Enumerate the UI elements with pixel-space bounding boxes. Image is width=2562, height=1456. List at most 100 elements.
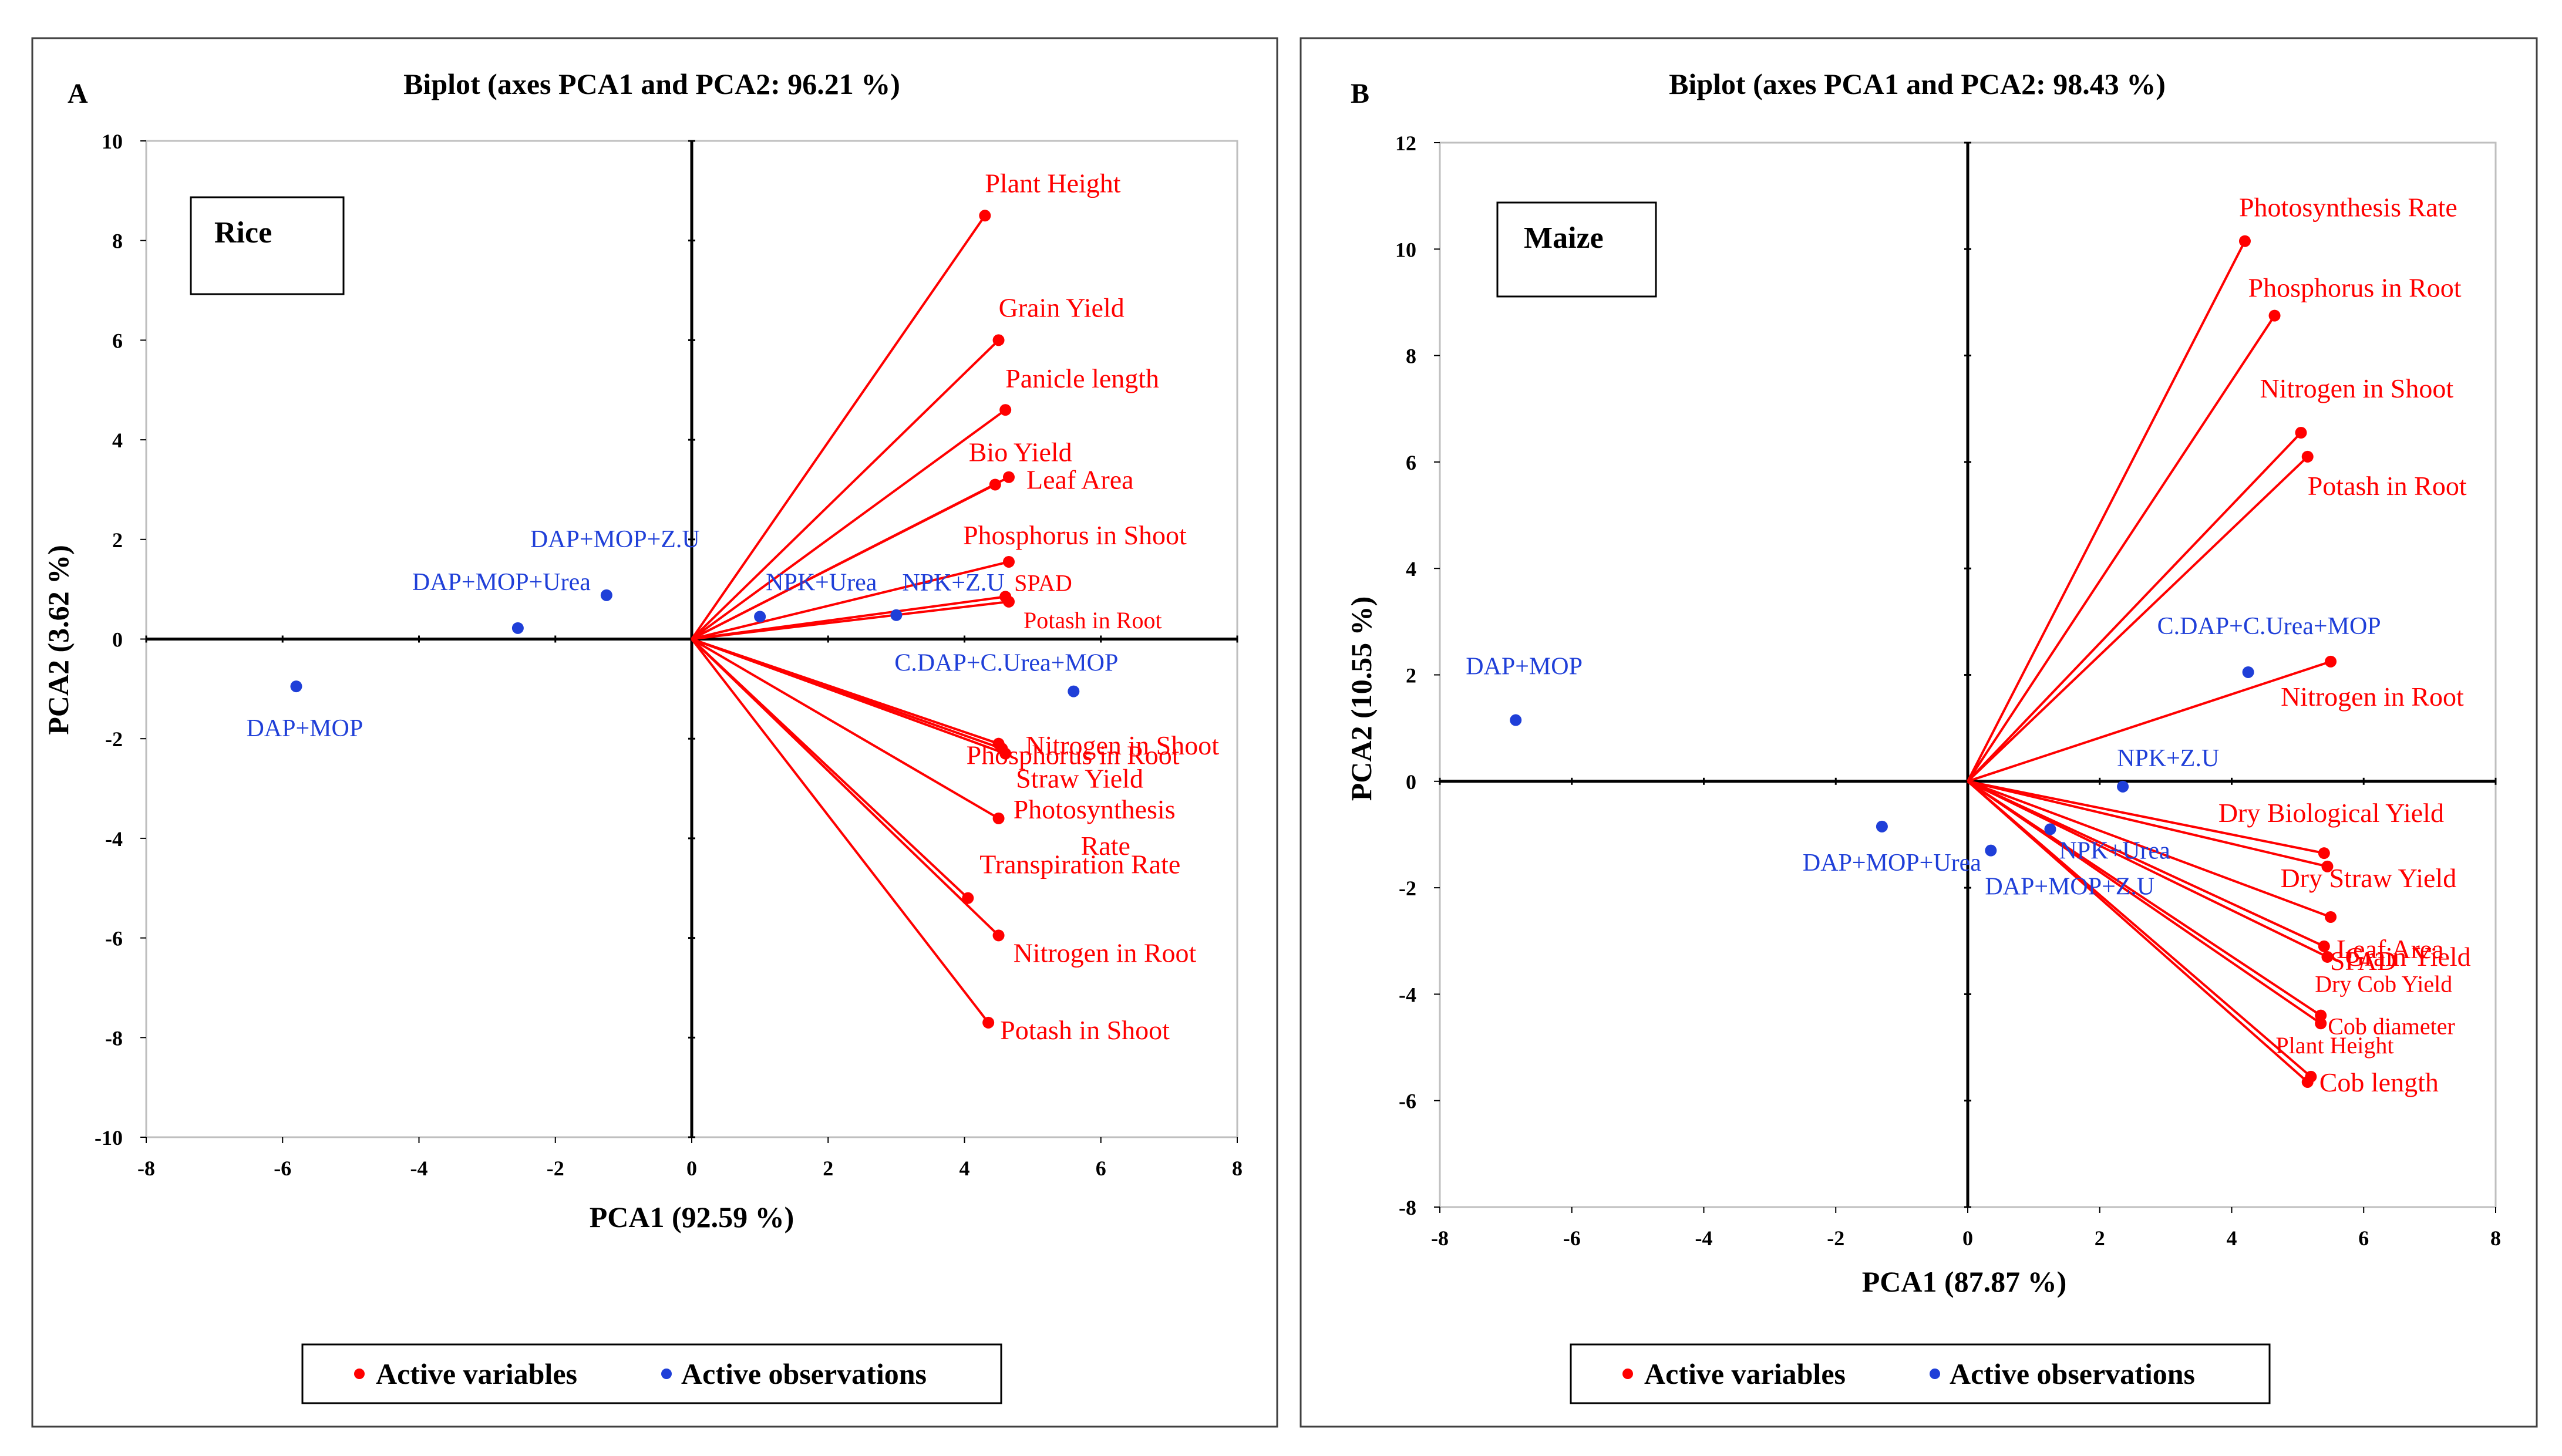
- panel-b-variable-vector: [1967, 456, 2309, 783]
- panel-a-variable-label: Leaf Area: [1026, 465, 1134, 495]
- panel-b-variable-vector: [1967, 432, 2302, 783]
- panel-b-x-tick-label: 4: [2227, 1226, 2237, 1250]
- panel-b-y-tick-label: 8: [1406, 345, 1416, 368]
- panel-a-observation-label: DAP+MOP+Urea: [412, 569, 591, 596]
- panel-b-variable-vector: [1967, 315, 2276, 782]
- panel-b-variable-point: [2321, 860, 2334, 872]
- panel-b-variable-point: [2315, 1017, 2327, 1030]
- panel-a-variable-vector: [691, 638, 989, 1024]
- panel-a-x-tick-label: 0: [686, 1157, 697, 1180]
- panel-b-variable-label: Plant Height: [2275, 1032, 2393, 1059]
- panel-a-variable-vector: [691, 638, 999, 820]
- panel-a-variable-label: Panicle length: [1005, 363, 1159, 393]
- panel-a-variable-label: Phosphorus in Root: [967, 740, 1180, 770]
- panel-a-variable-label: Straw Yield: [1016, 764, 1143, 794]
- panel-b-variable-label: Dry Straw Yield: [2280, 863, 2456, 893]
- panel-b-variable-point: [2325, 655, 2337, 668]
- panel-a-variable-point: [999, 747, 1012, 760]
- panel-b-variable-label: Phosphorus in Root: [2248, 273, 2462, 303]
- panel-a-legend-observations: Active observations: [681, 1357, 927, 1390]
- panel-b-crop-label: Maize: [1524, 221, 1604, 255]
- panel-b-variable-label: Leaf Area: [2337, 934, 2444, 964]
- panel-a-observation-point: [890, 609, 903, 621]
- panel-a-variable-vector: [691, 638, 1006, 755]
- panel-b-x-axis-title: PCA1 (87.87 %): [1862, 1265, 2067, 1298]
- panel-a-variable-label: Grain Yield: [999, 292, 1125, 322]
- panel-b-variable-vector: [1967, 660, 2331, 783]
- panel-a-variable-label: Transpiration Rate: [979, 850, 1180, 879]
- panel-a-y-tick-label: -10: [95, 1126, 123, 1150]
- panel-b-y-axis-title: PCA2 (10.55 %): [1345, 596, 1378, 801]
- panel-b-x-tick-label: -8: [1431, 1226, 1449, 1250]
- panel-a-x-tick-label: -2: [547, 1157, 564, 1180]
- panel-b-variable-point: [2295, 427, 2307, 439]
- panel-b-observation-label: DAP+MOP+Z.U: [1985, 874, 2154, 901]
- panel-a-title: Biplot (axes PCA1 and PCA2: 96.21 %): [403, 68, 900, 100]
- panel-b-variable-label: SPAD: [2330, 946, 2396, 976]
- panel-a: A Biplot (axes PCA1 and PCA2: 96.21 %) R…: [31, 37, 1278, 1428]
- panel-b-x-tick-label: -6: [1563, 1226, 1581, 1250]
- panel-b-observation-point: [1985, 844, 1997, 857]
- panel-a-legend-variables-marker: [354, 1369, 365, 1379]
- panel-a-legend-variables: Active variables: [376, 1357, 577, 1390]
- panel-a-y-tick-label: 0: [112, 628, 123, 652]
- panel-a-x-tick-label: -8: [137, 1157, 155, 1180]
- panel-a-x-tick-label: 8: [1232, 1157, 1243, 1180]
- panel-b-variable-vector: [1967, 780, 2328, 868]
- panel-b-observation-point: [1876, 820, 1888, 833]
- panel-b-variable-point: [2318, 847, 2330, 860]
- panel-a-variable-vector: [691, 600, 1009, 641]
- panel-a-variable-vector: [691, 561, 1009, 641]
- panel-b-observation-point: [2044, 823, 2056, 835]
- panel-a-y-tick-label: 6: [112, 329, 123, 352]
- panel-a-x-tick-label: 4: [960, 1157, 970, 1180]
- panel-b-variable-point: [2301, 1076, 2314, 1088]
- panel-a-observation-label: DAP+MOP+Z.U: [530, 526, 700, 553]
- panel-b-x-tick-label: 8: [2490, 1226, 2501, 1250]
- panel-a-y-tick-label: -2: [105, 727, 123, 751]
- panel-b-y-tick-label: 6: [1406, 451, 1416, 474]
- panel-b-variable-vector: [1967, 780, 2331, 918]
- panel-b-observation-label: NPK+Urea: [2059, 837, 2170, 864]
- panel-a-x-tick-label: -6: [274, 1157, 291, 1180]
- panel-b-x-tick-label: -2: [1827, 1226, 1844, 1250]
- panel-a-y-tick-label: 10: [102, 130, 123, 153]
- panel-b-variable-label: Nitrogen in Shoot: [2260, 373, 2453, 403]
- panel-b-variable-label: Nitrogen in Root: [2281, 682, 2464, 712]
- panel-a-variable-point: [992, 812, 1005, 824]
- panel-a-variable-label: Nitrogen in Root: [1014, 938, 1197, 968]
- panel-b-variable-vector: [1967, 780, 2325, 948]
- panel-a-y-tick-label: -4: [105, 827, 123, 851]
- panel-b-variable-vector: [1967, 240, 2246, 782]
- panel-b-variable-label: Dry Cob Yield: [2315, 971, 2452, 997]
- panel-a-x-tick-label: -4: [410, 1157, 428, 1180]
- panel-b-variable-point: [2325, 911, 2337, 923]
- panel-b-x-tick-label: 0: [1962, 1226, 1973, 1250]
- panel-b-legend-variables-marker: [1622, 1369, 1633, 1379]
- panel-b-y-tick-label: 12: [1395, 132, 1416, 155]
- panel-a-legend: Active variables Active observations: [301, 1343, 1002, 1404]
- panel-b-letter: B: [1351, 78, 1369, 109]
- panel-a-y-tick-label: 4: [112, 429, 123, 452]
- panel-b-observation-label: DAP+MOP: [1466, 653, 1583, 680]
- panel-b-legend: Active variables Active observations: [1570, 1343, 2271, 1404]
- panel-a-variable-vector: [691, 409, 1006, 641]
- panel-b-crop-box: [1496, 201, 1657, 298]
- panel-b-variable-point: [2318, 940, 2330, 952]
- panel-a-x-tick-label: 2: [823, 1157, 833, 1180]
- panel-b-variable-point: [2268, 309, 2281, 322]
- panel-a-variable-label: Photosynthesis Rate: [1014, 794, 1176, 861]
- panel-b: B Biplot (axes PCA1 and PCA2: 98.43 %) M…: [1299, 37, 2538, 1428]
- panel-b-y-tick-label: -4: [1399, 983, 1416, 1006]
- panel-b-x-tick-label: -4: [1695, 1226, 1713, 1250]
- panel-b-observation-point: [1510, 714, 1522, 726]
- panel-b-title: Biplot (axes PCA1 and PCA2: 98.43 %): [1669, 68, 2166, 100]
- panel-b-variable-point: [2238, 235, 2251, 247]
- panel-a-variable-point: [1002, 471, 1015, 483]
- panel-a-variable-label: Potash in Root: [1024, 607, 1162, 633]
- panel-b-y-tick-label: 2: [1406, 664, 1416, 687]
- panel-b-observation-label: NPK+Z.U: [2117, 745, 2219, 772]
- panel-a-variable-label: Potash in Shoot: [1000, 1015, 1170, 1045]
- panel-a-variable-point: [999, 404, 1012, 416]
